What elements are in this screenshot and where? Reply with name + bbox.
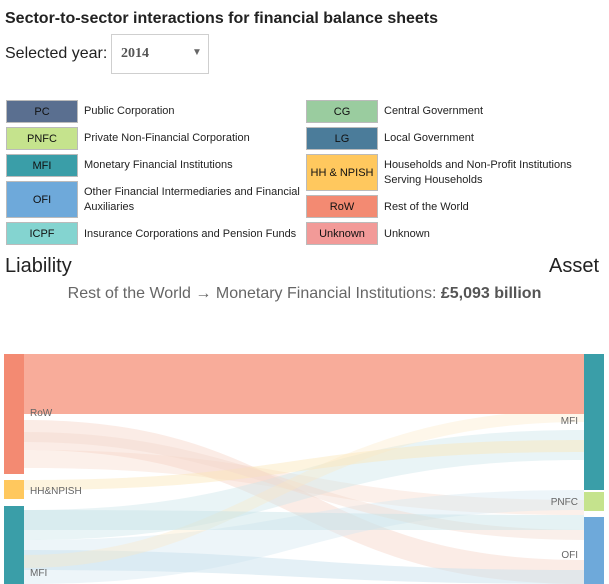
sankey-flow-highlight[interactable] [24, 354, 584, 414]
legend-swatch-mfi: MFI [6, 154, 78, 177]
legend-label-icpf: Insurance Corporations and Pension Funds [84, 228, 297, 240]
sankey-node-asset-mfi[interactable] [584, 354, 604, 490]
sankey-diagram: RoW HH&NPISH MFI MFI PNFC OFI [4, 354, 604, 584]
page-title: Sector-to-sector interactions for financ… [5, 10, 439, 27]
legend-swatch-unknown: Unknown [306, 222, 378, 245]
legend-swatch-ofi: OFI [6, 181, 78, 218]
legend-swatch-pc: PC [6, 100, 78, 123]
year-label: Selected year: [5, 45, 108, 62]
legend-label-unknown: Unknown [384, 228, 430, 240]
legend-label-ofi: Other Financial Intermediaries and Finan… [84, 186, 300, 213]
legend-swatch-icpf: ICPF [6, 222, 78, 245]
sankey-label-liability-mfi: MFI [30, 568, 47, 579]
legend-label-mfi: Monetary Financial Institutions [84, 159, 233, 171]
sankey-flow[interactable] [24, 510, 584, 530]
sankey-flow[interactable] [24, 410, 584, 568]
chevron-down-icon: ▼ [192, 47, 202, 58]
flow-arrow: → [195, 285, 212, 302]
sankey-flow[interactable] [24, 440, 584, 490]
year-select-value: 2014 [121, 46, 149, 61]
flow-target: Monetary Financial Institutions: [215, 285, 437, 302]
sankey-label-asset-mfi: MFI [561, 416, 578, 427]
year-select[interactable]: 2014 ▼ [111, 34, 209, 74]
legend-swatch-cg: CG [306, 100, 378, 123]
legend-swatch-lg: LG [306, 127, 378, 150]
asset-axis-label: Asset [549, 255, 600, 277]
sankey-label-liability-row: RoW [30, 408, 53, 419]
flow-value: £5,093 billion [440, 285, 542, 302]
legend-label-cg: Central Government [384, 105, 484, 117]
sankey-flow[interactable] [24, 430, 584, 540]
sankey-node-liability-hh-npish[interactable] [4, 480, 24, 499]
sankey-node-asset-pnfc[interactable] [584, 492, 604, 511]
sankey-label-asset-pnfc: PNFC [551, 497, 578, 508]
sankey-label-liability-hh-npish: HH&NPISH [30, 486, 82, 497]
sankey-label-asset-ofi: OFI [561, 550, 578, 561]
flow-source: Rest of the World [67, 285, 191, 302]
legend-swatch-pnfc: PNFC [6, 127, 78, 150]
sankey-flow[interactable] [24, 550, 584, 584]
sankey-node-liability-row[interactable] [4, 354, 24, 474]
sankey-flow[interactable] [24, 432, 584, 540]
sankey-flow[interactable] [24, 450, 584, 515]
flow-caption: Rest of the World → Monetary Financial I… [0, 285, 609, 303]
sankey-node-asset-ofi[interactable] [584, 517, 604, 584]
legend-label-pnfc: Private Non-Financial Corporation [84, 132, 250, 144]
legend-label-lg: Local Government [384, 132, 474, 144]
sankey-flow[interactable] [24, 420, 584, 584]
liability-axis-label: Liability [5, 255, 72, 277]
legend-swatch-hh-npish: HH & NPISH [306, 154, 378, 191]
legend-label-hh-npish: Households and Non-Profit Institutions S… [384, 159, 572, 186]
legend-label-pc: Public Corporation [84, 105, 175, 117]
legend-label-row: Rest of the World [384, 201, 469, 213]
legend-swatch-row: RoW [306, 195, 378, 218]
sankey-node-liability-mfi[interactable] [4, 506, 24, 584]
